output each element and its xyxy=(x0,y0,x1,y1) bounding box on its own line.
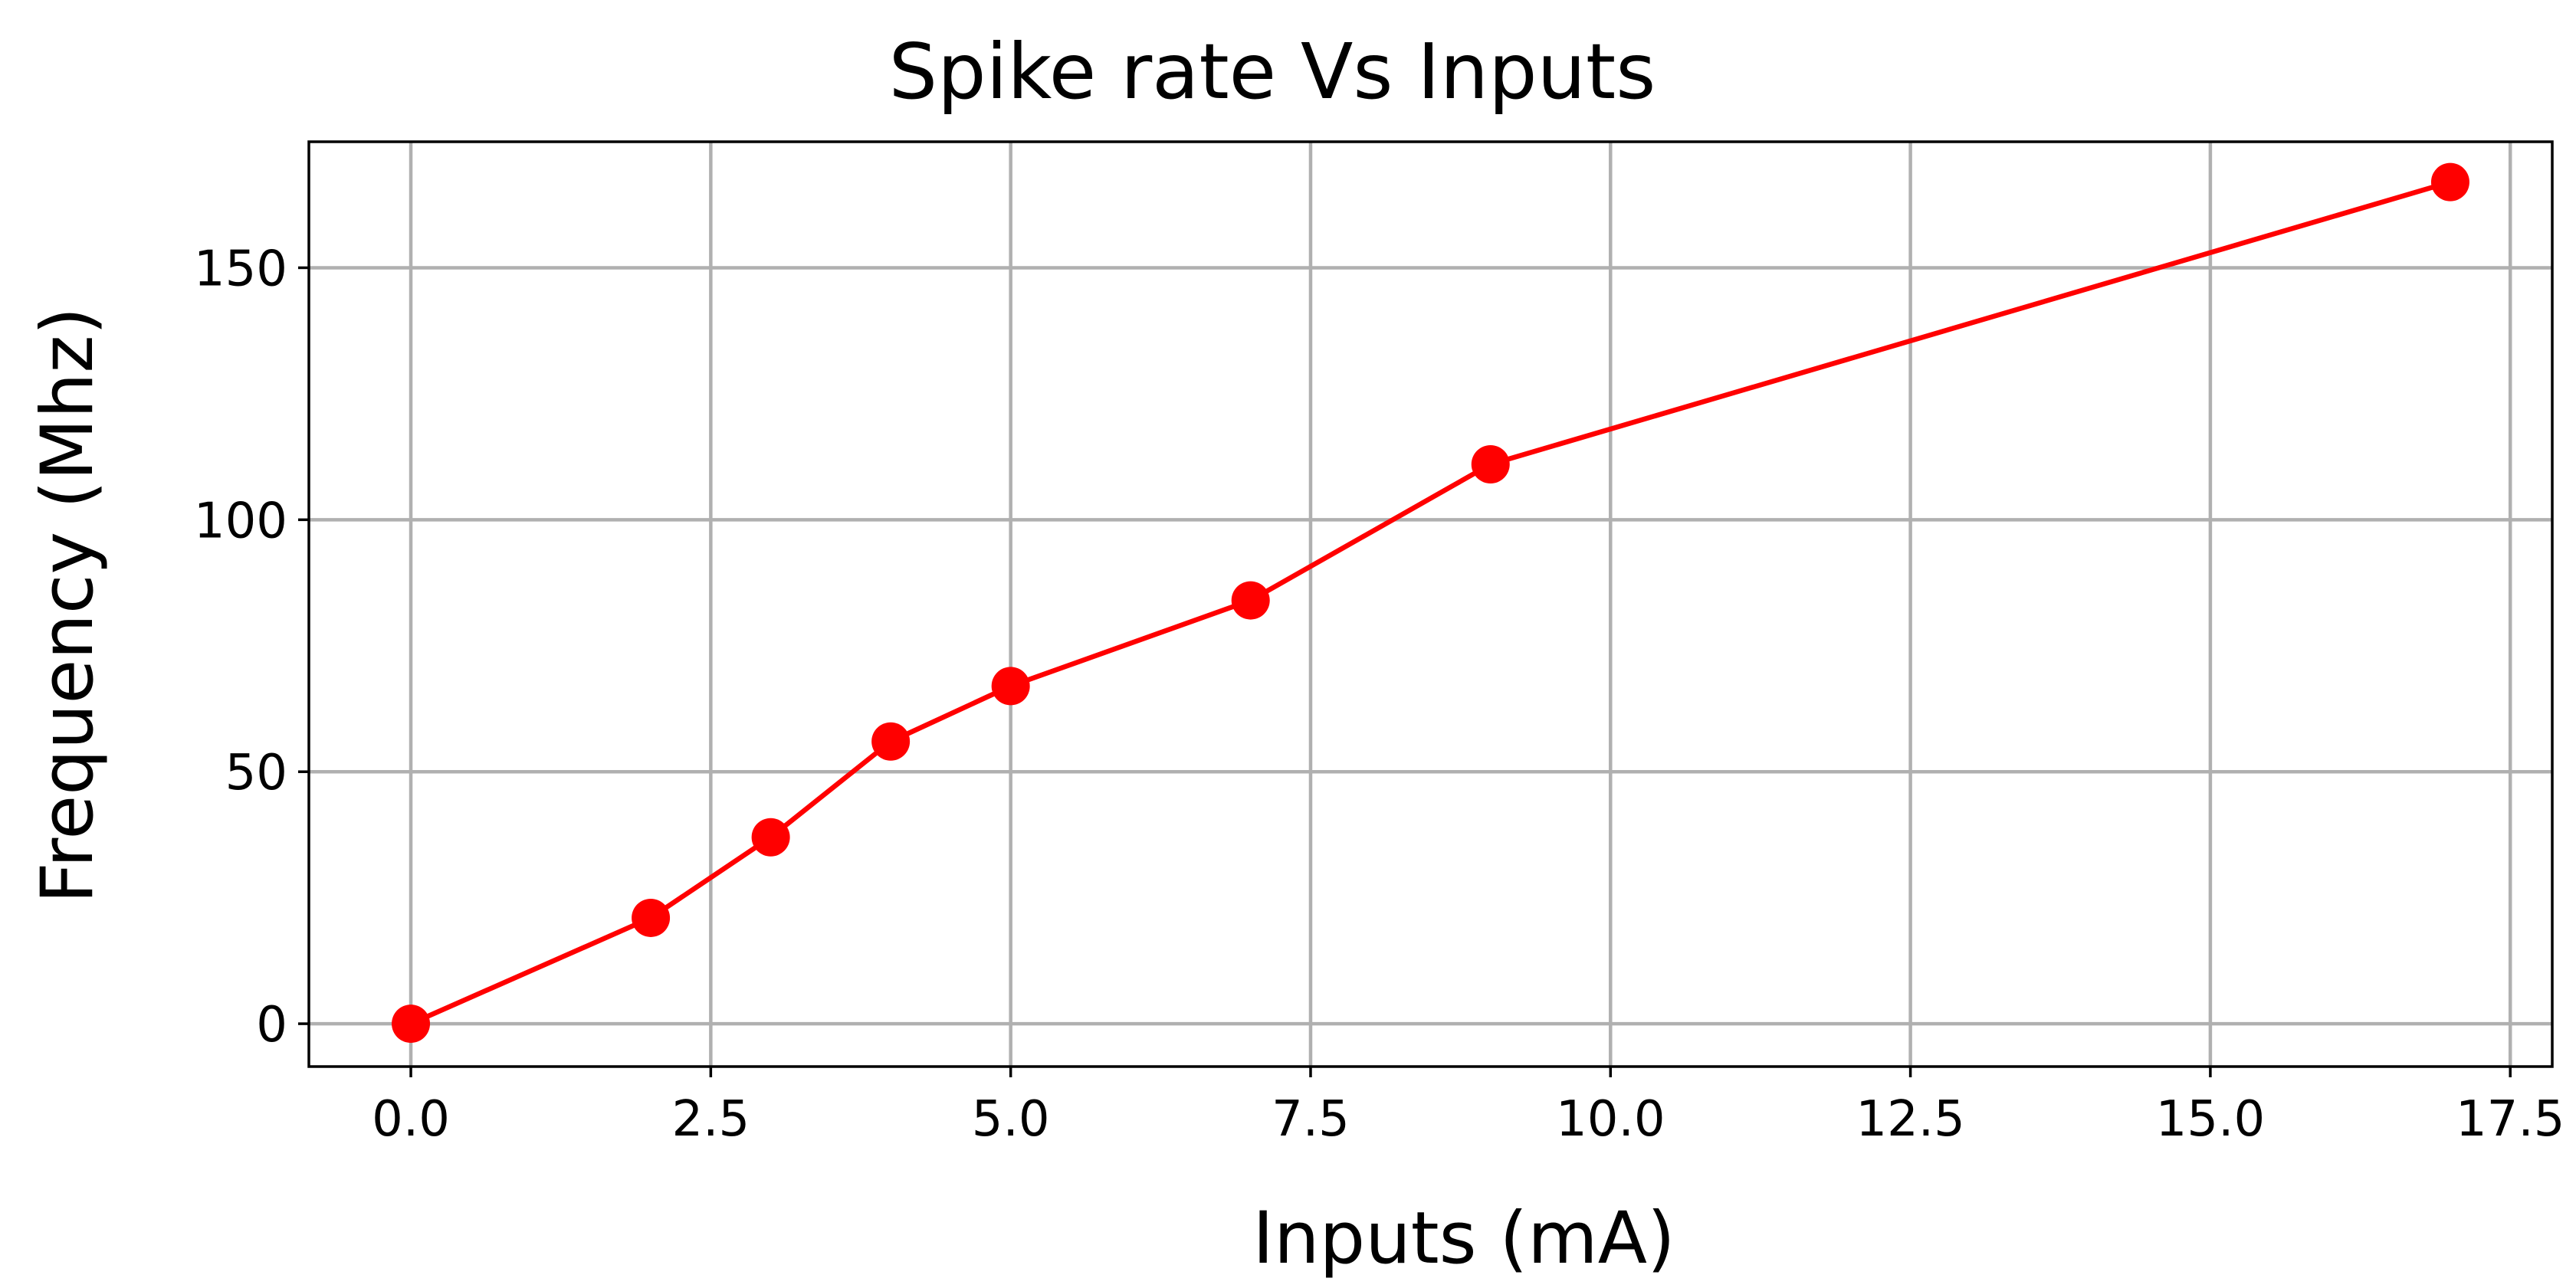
y-tick-label: 50 xyxy=(225,745,287,801)
data-point xyxy=(751,818,790,857)
x-tick-label: 7.5 xyxy=(1272,1091,1350,1148)
y-tick-label: 0 xyxy=(256,997,287,1054)
data-point xyxy=(1471,444,1510,483)
data-point xyxy=(392,1005,431,1044)
data-point xyxy=(991,667,1030,706)
series-line xyxy=(408,179,2453,1027)
x-tick-label: 0.0 xyxy=(372,1091,450,1148)
grid-lines xyxy=(309,142,2552,1067)
plot-area-frame xyxy=(307,140,2554,1068)
x-tick-label: 15.0 xyxy=(2156,1091,2266,1148)
x-tick-label: 10.0 xyxy=(1556,1091,1665,1148)
chart-title: Spike rate Vs Inputs xyxy=(889,27,1656,116)
data-point xyxy=(1231,581,1270,620)
x-tick-label: 12.5 xyxy=(1856,1091,1965,1148)
x-tick-label: 17.5 xyxy=(2456,1091,2565,1148)
x-tick-label: 2.5 xyxy=(671,1091,750,1148)
y-axis-label: Frequency (Mhz) xyxy=(26,307,110,904)
x-axis-ticks: 0.0 2.5 5.0 7.5 10.0 12.5 15.0 17.5 xyxy=(372,1067,2565,1148)
y-tick-label: 150 xyxy=(194,241,287,297)
series-layer xyxy=(392,162,2469,1044)
x-tick-label: 5.0 xyxy=(972,1091,1050,1148)
data-point xyxy=(871,722,911,761)
data-point xyxy=(2430,162,2469,202)
x-axis-label: Inputs (mA) xyxy=(1252,1197,1675,1280)
y-tick-label: 100 xyxy=(194,493,287,549)
data-point xyxy=(632,898,671,937)
y-axis-ticks: 0 50 100 150 xyxy=(194,241,309,1054)
